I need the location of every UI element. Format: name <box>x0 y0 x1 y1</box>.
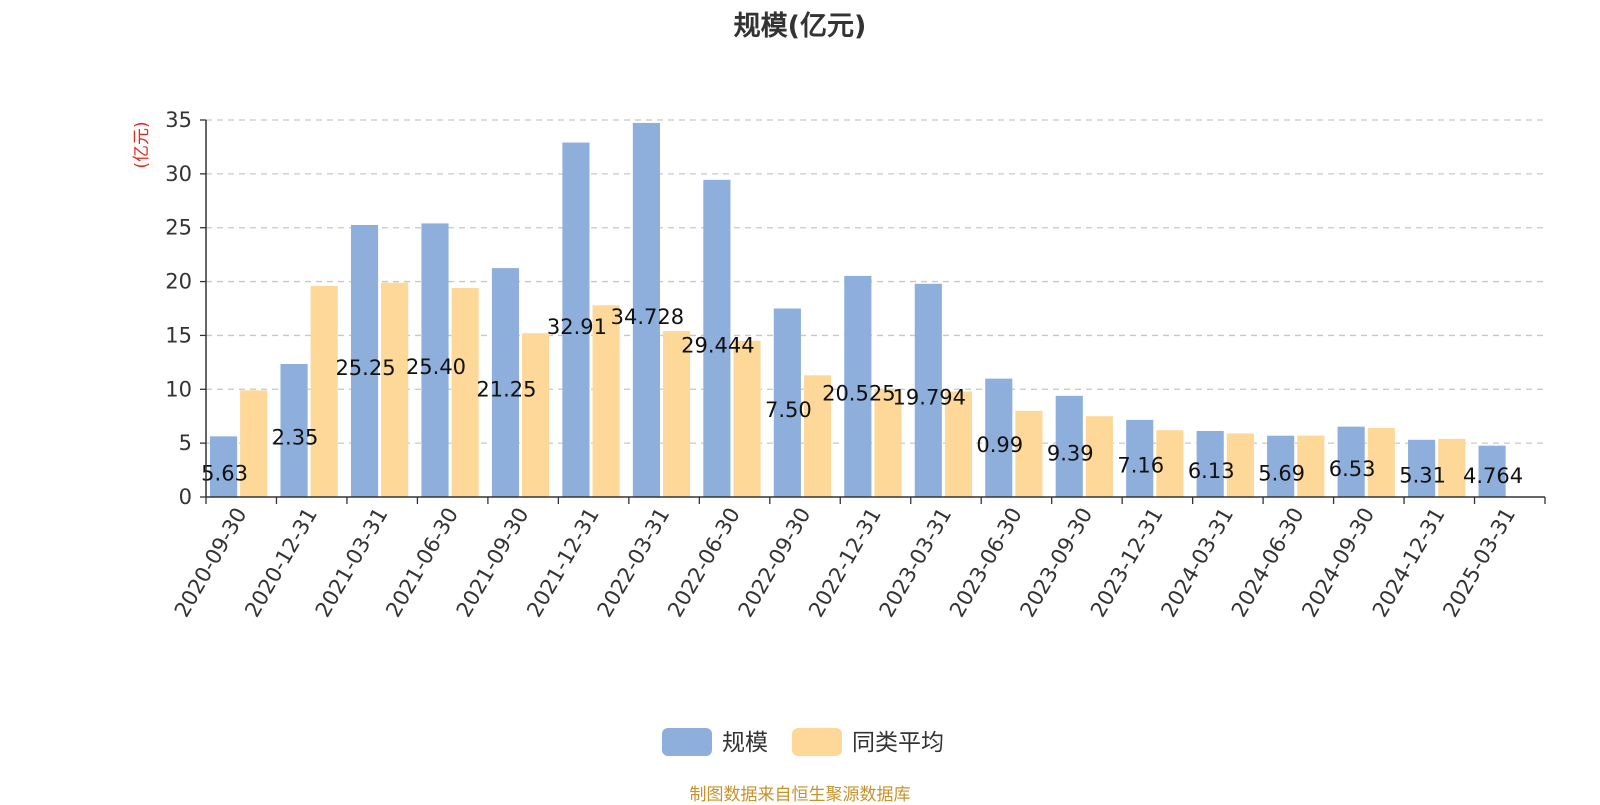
bar-peer-average[interactable] <box>1015 410 1043 497</box>
x-tick-label: 2023-06-30 <box>945 504 1027 622</box>
bar-value-label: 4.764 <box>1463 464 1523 488</box>
bar-value-label: 29.444 <box>681 333 754 357</box>
bar-scale[interactable] <box>491 268 520 497</box>
bar-value-label: 20.525 <box>822 381 895 405</box>
bar-value-label: 19.794 <box>893 385 966 409</box>
x-tick-label: 2023-12-31 <box>1086 504 1168 622</box>
bar-peer-average[interactable] <box>1297 435 1325 497</box>
bar-value-label: 5.31 <box>1399 463 1446 487</box>
bar-value-label: 32.91 <box>547 315 607 339</box>
bar-scale[interactable] <box>632 122 660 498</box>
bar-peer-average[interactable] <box>592 305 620 497</box>
bar-peer-average[interactable] <box>733 340 761 497</box>
bar-value-label: 7.50 <box>765 398 812 422</box>
legend-label-scale[interactable]: 规模 <box>722 730 768 756</box>
bar-scale[interactable] <box>703 179 731 497</box>
bar-value-label: 2.35 <box>272 425 319 449</box>
bar-peer-average[interactable] <box>662 331 691 497</box>
y-tick-label: 30 <box>165 162 192 186</box>
bar-scale[interactable] <box>1126 419 1154 497</box>
bar-scale[interactable] <box>1055 395 1083 497</box>
bar-peer-average[interactable] <box>944 391 973 497</box>
y-tick-label: 5 <box>179 431 192 455</box>
x-tick-label: 2022-09-30 <box>734 504 816 622</box>
x-tick-label: 2024-06-30 <box>1227 504 1309 622</box>
bar-peer-average[interactable] <box>1085 416 1113 497</box>
bar-scale[interactable] <box>914 283 942 497</box>
data-source-note: 制图数据来自恒生聚源数据库 <box>689 785 911 805</box>
bar-scale[interactable] <box>1478 445 1506 497</box>
legend-swatch-scale[interactable] <box>662 728 712 756</box>
bar-peer-average[interactable] <box>381 282 409 497</box>
bar-value-label: 5.69 <box>1258 461 1305 485</box>
bar-value-label: 0.99 <box>976 433 1023 457</box>
bar-value-label: 5.63 <box>201 462 248 486</box>
bar-peer-average[interactable] <box>803 375 832 497</box>
bar-scale[interactable] <box>1196 430 1224 497</box>
bar-peer-average[interactable] <box>310 285 338 497</box>
x-tick-label: 2020-09-30 <box>170 504 252 622</box>
bar-scale[interactable] <box>844 275 872 497</box>
x-tick-label: 2022-06-30 <box>663 504 745 622</box>
bar-peer-average[interactable] <box>874 389 902 497</box>
bar-peer-average[interactable] <box>451 288 479 497</box>
bar-peer-average[interactable] <box>240 390 268 497</box>
bar-peer-average[interactable] <box>1156 430 1184 497</box>
bar-value-label: 25.25 <box>335 356 395 380</box>
chart-title: 规模(亿元) <box>733 11 867 42</box>
y-tick-label: 10 <box>165 377 192 401</box>
x-tick-label: 2021-03-31 <box>311 504 393 622</box>
bar-value-label: 9.39 <box>1047 441 1094 465</box>
y-tick-label: 20 <box>165 270 192 294</box>
y-tick-label: 25 <box>165 216 192 240</box>
x-tick-label: 2025-03-31 <box>1438 504 1520 622</box>
bar-scale[interactable] <box>773 308 801 498</box>
bar-peer-average[interactable] <box>522 333 550 497</box>
bar-value-label: 7.16 <box>1117 453 1164 477</box>
x-tick-label: 2022-03-31 <box>593 504 675 622</box>
y-tick-label: 35 <box>165 108 192 132</box>
bar-value-label: 6.13 <box>1188 459 1235 483</box>
x-tick-label: 2021-09-30 <box>452 504 534 622</box>
y-axis-unit-label: (亿元) <box>132 121 152 168</box>
legend[interactable]: 规模 同类平均 <box>662 728 944 756</box>
legend-label-peer-average[interactable]: 同类平均 <box>852 730 944 756</box>
x-tick-label: 2022-12-31 <box>804 504 886 622</box>
bar-peer-average[interactable] <box>1438 438 1466 497</box>
bar-labels: 5.63 2.35 25.25 25.40 21.25 32.91 34.728 29.444… <box>201 305 1523 488</box>
legend-swatch-peer-average[interactable] <box>792 728 842 756</box>
x-tick-label: 2023-09-30 <box>1015 504 1097 622</box>
bar-scale[interactable] <box>1267 435 1295 497</box>
bar-scale[interactable] <box>985 378 1013 497</box>
bar-scale[interactable] <box>562 142 590 498</box>
bar-peer-average[interactable] <box>1226 433 1254 497</box>
y-tick-label: 0 <box>179 485 192 509</box>
bar-scale[interactable] <box>210 436 238 497</box>
x-tick-label: 2021-12-31 <box>522 504 604 622</box>
bar-scale[interactable] <box>421 223 449 498</box>
x-tick-label: 2024-03-31 <box>1156 504 1238 622</box>
x-tick-label: 2023-03-31 <box>874 503 956 621</box>
x-tick-label: 2024-12-31 <box>1368 504 1450 622</box>
bar-peer-average[interactable] <box>1367 428 1395 497</box>
x-tick-label: 2021-06-30 <box>381 504 463 622</box>
bar-value-label: 21.25 <box>476 378 536 402</box>
bar-scale[interactable] <box>280 363 308 497</box>
x-tick-label: 2024-09-30 <box>1297 504 1379 622</box>
bar-scale[interactable] <box>350 225 379 497</box>
x-tick-label: 2020-12-31 <box>240 504 322 622</box>
bars <box>210 122 1506 498</box>
bar-scale[interactable] <box>1408 439 1436 497</box>
bar-scale[interactable] <box>1337 426 1365 497</box>
bar-value-label: 34.728 <box>611 305 684 329</box>
bar-value-label: 6.53 <box>1329 457 1376 481</box>
bar-value-label: 25.40 <box>406 355 466 379</box>
y-tick-label: 15 <box>165 323 192 347</box>
